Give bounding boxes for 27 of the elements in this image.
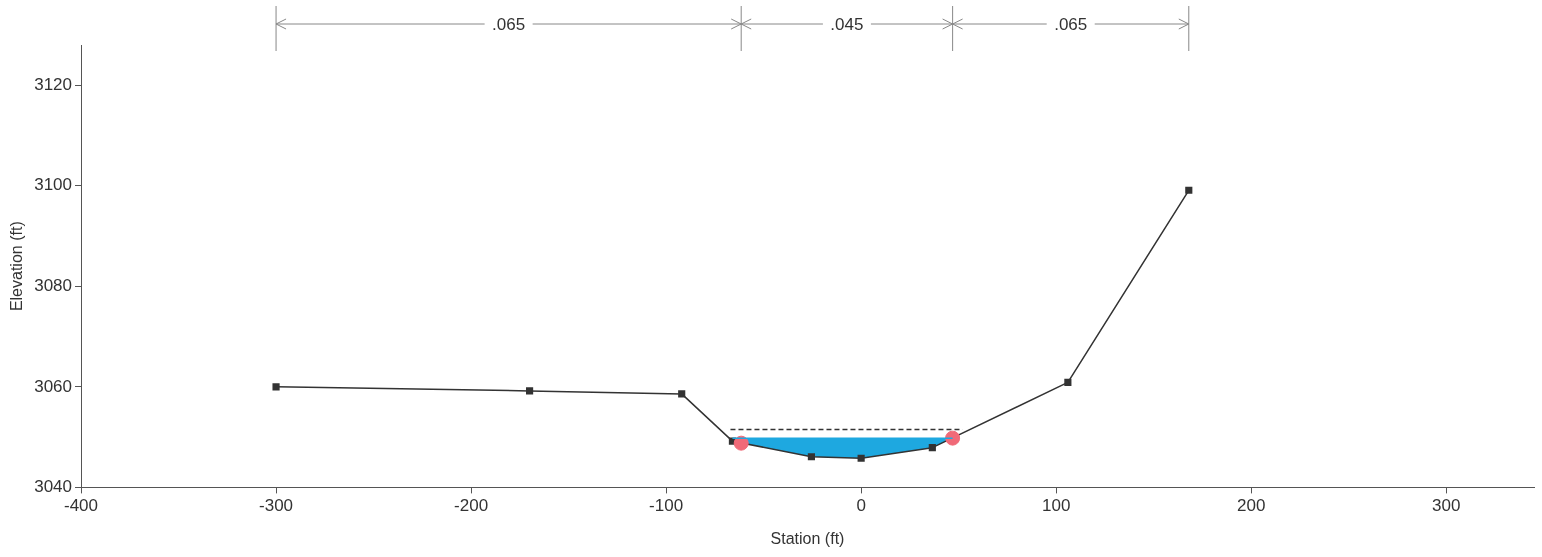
y-tick-label: 3060	[34, 376, 73, 396]
point	[1064, 378, 1072, 386]
point	[945, 430, 961, 446]
text: .065	[492, 15, 526, 34]
text: .065	[1054, 15, 1088, 34]
x-tick-label: -200	[454, 496, 489, 516]
text: .045	[830, 15, 864, 34]
y-tick-label: 3080	[34, 276, 73, 295]
point	[1185, 186, 1193, 194]
x-tick-label: -100	[649, 496, 684, 516]
x-axis-title: Station (ft)	[770, 529, 845, 547]
x-tick-label: -400	[64, 496, 99, 516]
point	[857, 454, 865, 462]
x-tick-label: 300	[1432, 496, 1461, 516]
point	[678, 390, 686, 398]
x-tick-label: 0	[856, 496, 866, 516]
y-axis-title: Elevation (ft)	[8, 221, 26, 312]
point	[928, 444, 936, 452]
y-tick-label: 3100	[34, 175, 73, 195]
x-tick-label: -300	[259, 496, 294, 516]
point	[272, 383, 280, 391]
point	[526, 387, 534, 395]
x-tick-label: 100	[1041, 496, 1071, 516]
y-tick-label: 3120	[34, 74, 73, 94]
y-tick-label: 3040	[34, 477, 73, 497]
x-tick-label: 200	[1237, 496, 1266, 516]
point	[807, 453, 815, 461]
